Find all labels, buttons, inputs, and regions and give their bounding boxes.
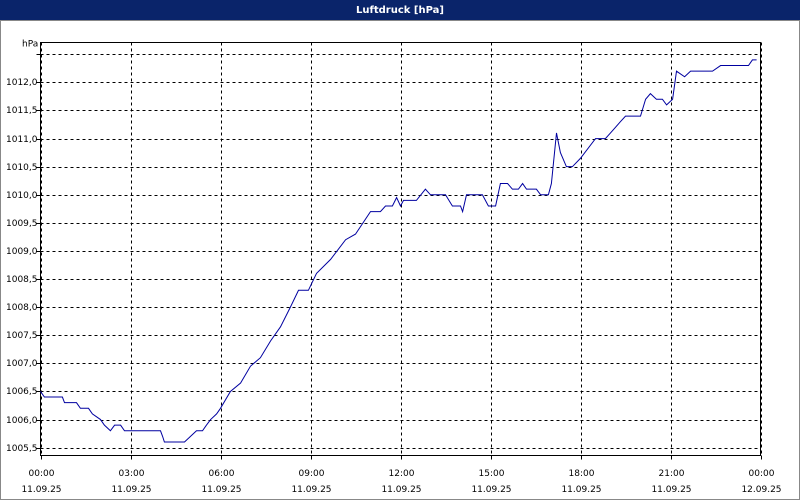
y-tick-label: 1009,5	[6, 219, 38, 229]
y-tick-label: 1007,5	[6, 331, 38, 341]
x-tick-label: 18:00	[569, 469, 595, 479]
x-tick-label: 15:00	[479, 469, 505, 479]
x-tick-label: 00:00	[749, 469, 775, 479]
x-tick-label: 11.09.25	[291, 485, 331, 495]
x-tick-label: 03:00	[119, 469, 145, 479]
x-tick-label: 00:00	[29, 469, 55, 479]
plot-frame	[40, 42, 761, 456]
x-tick-label: 11.09.25	[21, 485, 61, 495]
y-tick-label: 1007,0	[6, 359, 38, 369]
x-tick-label: 09:00	[299, 469, 325, 479]
y-tick-label: 1006,0	[6, 416, 38, 426]
x-tick-label: 06:00	[209, 469, 235, 479]
y-axis-unit: hPa	[22, 40, 38, 50]
window-frame	[0, 20, 800, 500]
title-bar	[0, 0, 800, 20]
y-tick-label: 1010,5	[6, 163, 38, 173]
x-tick-label: 11.09.25	[111, 485, 151, 495]
x-tick-label: 11.09.25	[381, 485, 421, 495]
y-tick-label: 1008,5	[6, 275, 38, 285]
x-tick-label: 11.09.25	[471, 485, 511, 495]
y-tick-label: 1009,0	[6, 247, 38, 257]
x-tick-label: 11.09.25	[561, 485, 601, 495]
y-tick-label: 1011,5	[6, 106, 38, 116]
y-tick-label: 1010,0	[6, 191, 38, 201]
y-tick-label: 1011,0	[6, 135, 38, 145]
data-line	[40, 59, 757, 443]
x-tick-label: 21:00	[659, 469, 685, 479]
y-tick-label: 1012,0	[6, 78, 38, 88]
y-tick-label: 1008,0	[6, 303, 38, 313]
x-tick-label: 12:00	[389, 469, 415, 479]
x-tick-label: 12.09.25	[741, 485, 781, 495]
y-tick-label: 1005,5	[6, 444, 38, 454]
chart-title: Luftdruck [hPa]	[356, 5, 444, 16]
y-tick-label: 1006,5	[6, 387, 38, 397]
x-tick-label: 11.09.25	[651, 485, 691, 495]
x-tick-label: 11.09.25	[201, 485, 241, 495]
